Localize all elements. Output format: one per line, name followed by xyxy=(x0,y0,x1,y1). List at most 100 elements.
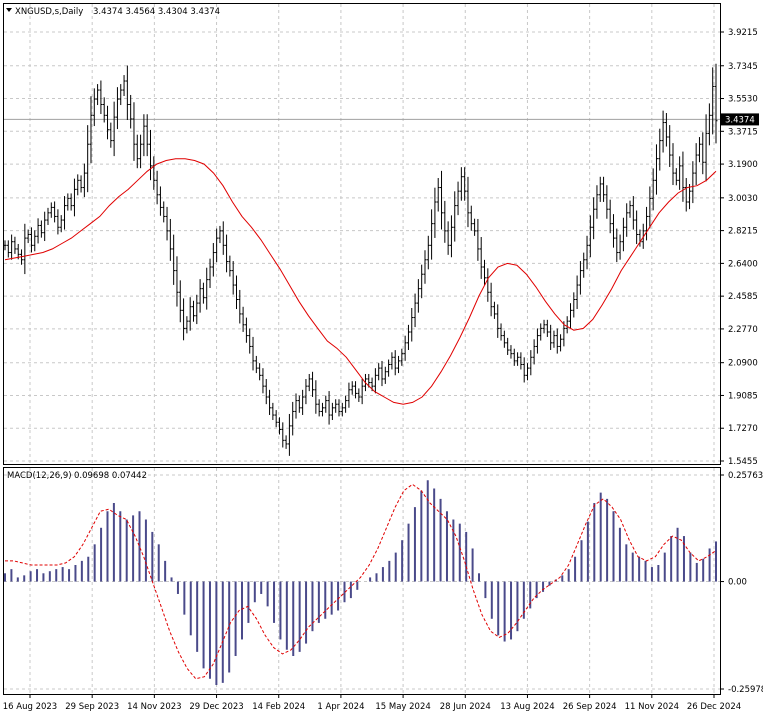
macd-tick-label: 0.00 xyxy=(728,578,747,588)
ohlc-bar xyxy=(69,193,73,211)
ohlc-bar xyxy=(337,399,341,417)
ohlc-bar xyxy=(674,168,678,186)
macd-header: MACD(12,26,9) 0.09698 0.07442 xyxy=(7,471,147,481)
ohlc-bar xyxy=(516,352,520,366)
ohlc-bar xyxy=(535,328,539,354)
ohlc-bar xyxy=(258,363,262,381)
ohlc-bar xyxy=(588,215,592,258)
time-tick-label: 26 Sep 2024 xyxy=(563,702,617,712)
moving-average-line xyxy=(4,158,717,405)
ohlc-bar xyxy=(106,105,110,140)
ohlc-bar xyxy=(185,316,189,334)
ohlc-bar xyxy=(697,137,701,163)
price-tick-label: 3.1900 xyxy=(728,160,758,170)
ohlc-bar xyxy=(631,196,635,230)
ohlc-bar xyxy=(688,184,692,210)
ohlc-bar xyxy=(615,228,619,263)
ohlc-bar xyxy=(357,388,361,402)
ohlc-bar xyxy=(63,196,67,230)
ohlc-bar xyxy=(201,282,205,304)
ohlc-bar xyxy=(549,324,553,350)
price-tick-label: 3.9215 xyxy=(728,28,758,38)
ohlc-bar xyxy=(671,143,675,186)
ohlc-bar xyxy=(380,360,384,387)
ohlc-bar xyxy=(294,393,298,419)
ohlc-bar xyxy=(347,382,351,408)
price-tick-label: 2.2770 xyxy=(728,325,758,335)
macd-panel-frame xyxy=(3,467,721,695)
ohlc-bar xyxy=(651,168,655,211)
ohlc-bar xyxy=(36,218,40,244)
ohlc-bar xyxy=(155,170,159,205)
ohlc-bar xyxy=(168,218,172,261)
price-bars xyxy=(3,63,718,456)
time-tick-label: 28 Jun 2024 xyxy=(440,702,491,712)
ohlc-bar xyxy=(96,84,100,106)
ohlc-bar xyxy=(238,289,242,324)
ohlc-bar xyxy=(102,97,106,123)
ohlc-bar xyxy=(473,218,477,236)
ohlc-bar xyxy=(453,191,457,242)
ohlc-bar xyxy=(215,228,219,263)
ohlc-bar xyxy=(125,65,129,120)
ohlc-bar xyxy=(426,235,430,270)
ohlc-bar xyxy=(416,279,420,313)
ohlc-bar xyxy=(691,161,695,204)
ohlc-bar xyxy=(135,134,139,169)
ohlc-bar xyxy=(340,402,344,417)
ohlc-bar xyxy=(668,125,672,167)
ohlc-bar xyxy=(231,261,235,295)
ohlc-bar xyxy=(119,84,123,106)
ohlc-bar xyxy=(522,357,526,383)
ohlc-bar xyxy=(344,395,348,413)
ohlc-bar xyxy=(582,252,586,278)
time-tick-label: 14 Nov 2023 xyxy=(127,702,181,712)
price-tick-label: 1.5455 xyxy=(728,457,758,467)
moving-average-layer xyxy=(4,158,717,405)
ohlc-bar xyxy=(373,368,377,394)
ohlc-bar xyxy=(578,261,582,295)
ohlc-bar xyxy=(291,401,295,436)
ohlc-bar xyxy=(681,151,685,202)
ohlc-bar xyxy=(476,218,480,261)
ohlc-bar xyxy=(387,359,391,377)
ohlc-values: 3.4374 3.4564 3.4304 3.4374 xyxy=(93,7,220,17)
macd-signal-line xyxy=(5,483,717,680)
ohlc-bar xyxy=(301,389,305,415)
ohlc-bar xyxy=(430,209,434,260)
ohlc-bar xyxy=(449,215,453,258)
ohlc-bar xyxy=(178,280,182,323)
ohlc-bar xyxy=(281,422,285,448)
ohlc-bar xyxy=(572,292,576,318)
ohlc-bar xyxy=(526,363,530,381)
macd-signal-layer xyxy=(5,483,717,680)
ohlc-bar xyxy=(244,317,248,343)
ohlc-bar xyxy=(542,319,546,334)
price-tick-label: 2.6400 xyxy=(728,259,758,269)
ohlc-bar xyxy=(433,187,437,238)
ohlc-bar xyxy=(152,156,156,190)
time-tick-label: 16 Aug 2023 xyxy=(3,702,57,712)
ohlc-bar xyxy=(529,350,533,376)
ohlc-bar xyxy=(483,259,487,285)
ohlc-bar xyxy=(221,221,225,255)
ohlc-bar xyxy=(29,227,33,253)
ohlc-bar xyxy=(274,410,278,428)
symbol-label: XNGUSD,s,Daily xyxy=(15,7,83,17)
ohlc-bar xyxy=(605,185,609,219)
ohlc-bar xyxy=(466,176,470,228)
price-tick-label: 1.9085 xyxy=(728,391,758,401)
triangle-down-icon[interactable] xyxy=(6,8,12,12)
time-tick-label: 15 May 2024 xyxy=(375,702,430,712)
macd-values: 0.09698 0.07442 xyxy=(74,471,147,481)
price-tick-label: 3.0030 xyxy=(728,194,758,204)
ohlc-bar xyxy=(248,328,252,354)
ohlc-bar xyxy=(89,96,93,164)
macd-tick-label: -0.25978 xyxy=(728,685,763,695)
ohlc-bar xyxy=(446,221,450,255)
ohlc-bar xyxy=(264,379,268,405)
ohlc-bar xyxy=(661,110,665,153)
ohlc-bar xyxy=(188,297,192,331)
macd-label: MACD(12,26,9) xyxy=(7,471,72,481)
